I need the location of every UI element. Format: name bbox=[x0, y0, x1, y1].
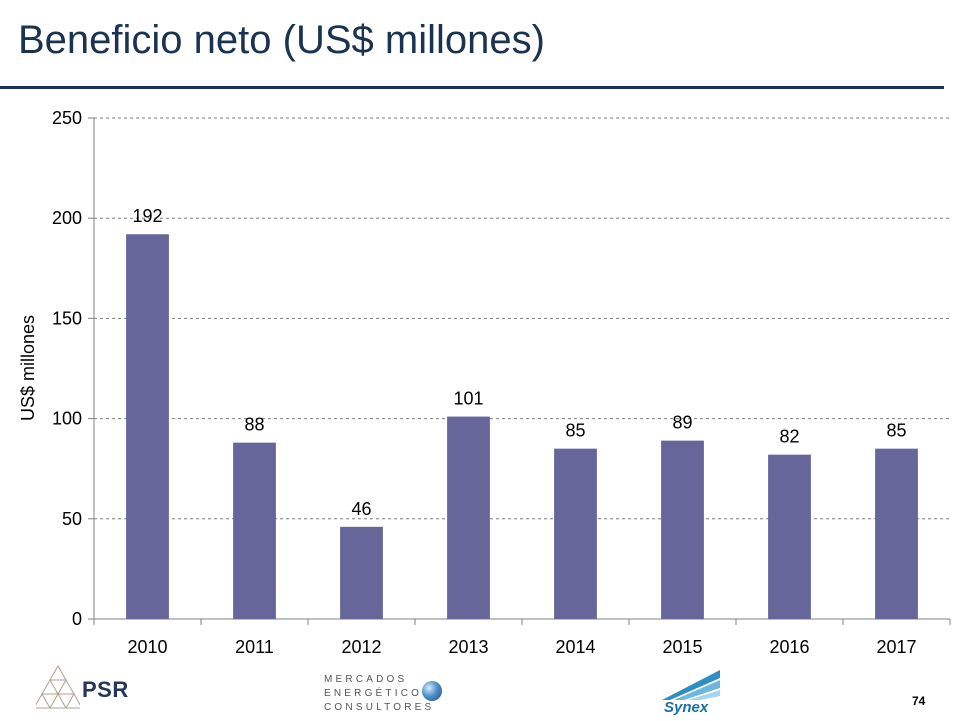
y-tick-label: 0 bbox=[72, 609, 82, 629]
bar-2015 bbox=[661, 440, 704, 619]
bar-2013 bbox=[447, 416, 490, 619]
x-tick-label-2015: 2015 bbox=[662, 637, 702, 657]
x-tick-label-2012: 2012 bbox=[341, 637, 381, 657]
bar-2014 bbox=[554, 448, 597, 619]
bar-2017 bbox=[875, 448, 918, 619]
x-tick-label-2013: 2013 bbox=[448, 637, 488, 657]
synex-logo-text: Synex bbox=[664, 699, 709, 716]
bar-2010 bbox=[126, 234, 169, 619]
x-tick-label-2016: 2016 bbox=[769, 637, 809, 657]
bar-2012 bbox=[340, 526, 383, 619]
psr-logo: PSR bbox=[33, 664, 186, 718]
mec-logo-line-3: CONSULTORES bbox=[324, 702, 435, 713]
page-number: 74 bbox=[912, 694, 926, 708]
data-label-2012: 46 bbox=[351, 499, 371, 519]
page-title: Beneficio neto (US$ millones) bbox=[18, 18, 545, 62]
mec-logo-line-2: ENERGÉTICOS bbox=[324, 688, 432, 699]
y-axis-label: US$ millones bbox=[18, 315, 38, 421]
data-label-2011: 88 bbox=[244, 415, 264, 435]
data-label-2010: 192 bbox=[132, 206, 162, 226]
y-tick-label: 50 bbox=[62, 509, 82, 529]
synex-logo: Synex bbox=[656, 668, 726, 720]
y-tick-label: 200 bbox=[52, 208, 82, 228]
x-tick-label-2017: 2017 bbox=[876, 637, 916, 657]
net-profit-bar-chart: US$ millones 0 50 100 150 200 250 192 2010 88 20… bbox=[18, 108, 951, 657]
data-label-2013: 101 bbox=[453, 389, 483, 409]
data-label-2017: 85 bbox=[886, 421, 906, 441]
x-tick-label-2011: 2011 bbox=[235, 637, 274, 657]
y-tick-label: 100 bbox=[52, 409, 82, 429]
synex-wave-icon bbox=[662, 670, 720, 700]
x-tick-label-2014: 2014 bbox=[555, 637, 595, 657]
y-tick-label: 250 bbox=[52, 108, 82, 128]
bar-2016 bbox=[768, 454, 811, 619]
globe-icon bbox=[422, 681, 442, 701]
mercados-energeticos-logo: MERCADOS ENERGÉTICOS CONSULTORES bbox=[322, 672, 462, 720]
data-label-2015: 89 bbox=[672, 413, 692, 433]
data-label-2014: 85 bbox=[565, 421, 585, 441]
x-tick-label-2010: 2010 bbox=[127, 637, 167, 657]
title-divider bbox=[0, 86, 944, 89]
psr-logo-text: PSR bbox=[82, 677, 129, 702]
mec-logo-line-1: MERCADOS bbox=[324, 674, 408, 685]
psr-triangle-mark-icon bbox=[33, 664, 83, 709]
data-label-2016: 82 bbox=[779, 427, 799, 447]
y-tick-label: 150 bbox=[52, 308, 82, 328]
bar-2011 bbox=[233, 442, 276, 619]
